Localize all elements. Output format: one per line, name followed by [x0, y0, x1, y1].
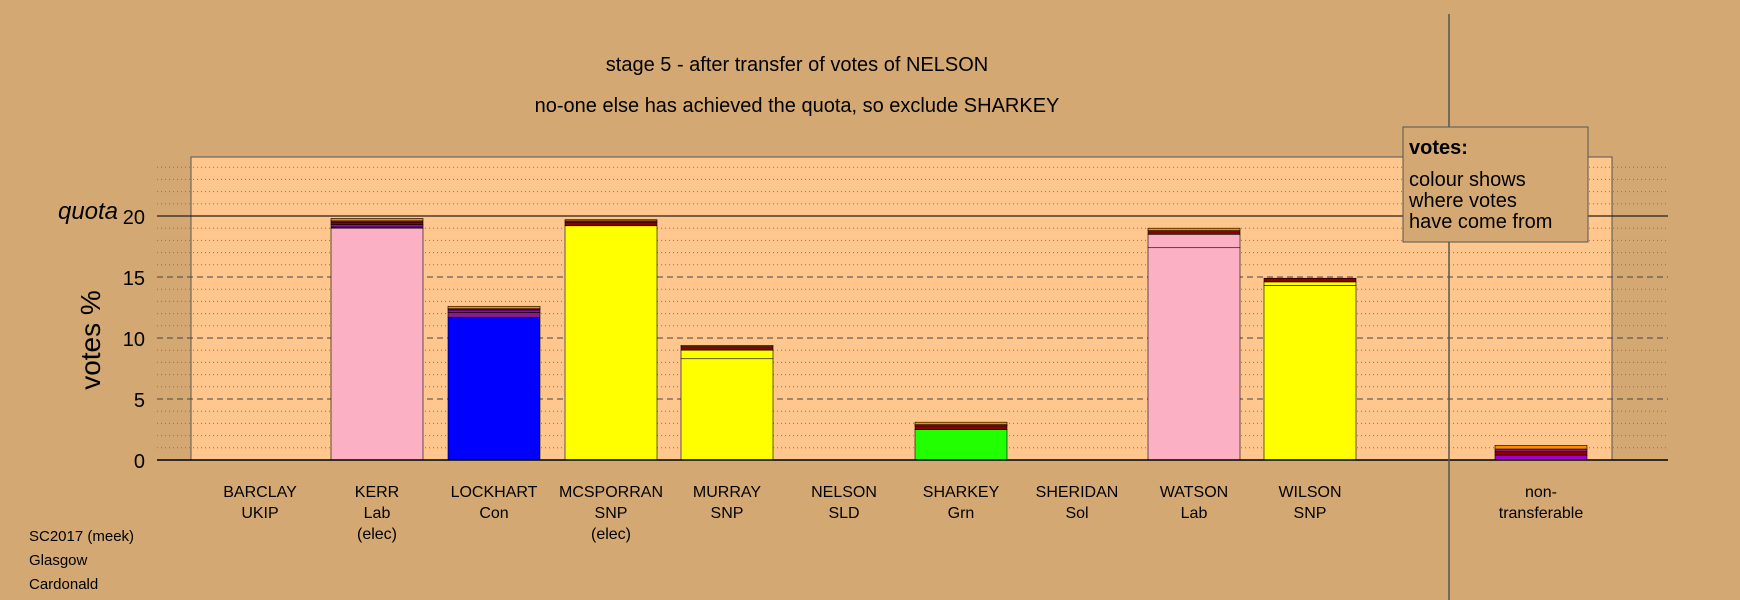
- plot-area: [190, 156, 1613, 461]
- x-tick-label: KERR: [355, 484, 399, 501]
- x-tick-label: UKIP: [241, 505, 278, 522]
- bar-segment: [447, 312, 541, 318]
- y-tick-label: 15: [123, 268, 145, 290]
- y-tick-label: 10: [123, 329, 145, 351]
- bar-segment: [564, 219, 658, 222]
- x-tick-label: MCSPORRAN: [559, 484, 663, 501]
- x-tick-label: NELSON: [811, 484, 877, 501]
- chart-title: stage 5 - after transfer of votes of NEL…: [606, 54, 988, 76]
- bar-segment: [1494, 448, 1588, 452]
- x-tick-label: SLD: [828, 505, 859, 522]
- x-tick-label: LOCKHART: [451, 484, 538, 501]
- bar-segment: [680, 349, 774, 360]
- legend-title: votes:: [1409, 137, 1468, 159]
- x-tick-label: SHARKEY: [923, 484, 1000, 501]
- bar-segment: [1494, 451, 1588, 456]
- x-tick-label: non-: [1525, 484, 1557, 501]
- bar-segment: [330, 227, 424, 461]
- footer-line-2: Glasgow: [29, 552, 88, 569]
- bar-segment: [914, 421, 1008, 425]
- bar-segment: [914, 429, 1008, 461]
- bar-segment: [1263, 277, 1357, 283]
- y-tick-label: 0: [134, 451, 145, 473]
- legend-line-2: where votes: [1408, 190, 1517, 212]
- chart-subtitle: no-one else has achieved the quota, so e…: [535, 95, 1060, 117]
- legend-line-1: colour shows: [1409, 169, 1526, 191]
- bar-segment: [330, 221, 424, 225]
- quota-label: quota: [58, 198, 118, 225]
- x-tick-label: SNP: [595, 505, 628, 522]
- x-tick-label: Grn: [948, 505, 975, 522]
- x-tick-label: SNP: [711, 505, 744, 522]
- y-tick-label: 20: [123, 207, 145, 229]
- bar-segment: [447, 305, 541, 310]
- x-tick-label: Sol: [1065, 505, 1088, 522]
- bar-segment: [680, 358, 774, 461]
- bar-segment: [1147, 234, 1241, 249]
- legend-line-3: have come from: [1409, 211, 1552, 233]
- bar-segment: [330, 218, 424, 222]
- bar-segment: [1147, 230, 1241, 235]
- bar-segment: [914, 425, 1008, 430]
- y-axis-label: votes %: [75, 290, 106, 390]
- x-tick-label: SNP: [1294, 505, 1327, 522]
- x-tick-label: WATSON: [1160, 484, 1228, 501]
- footer-line-1: SC2017 (meek): [29, 528, 134, 545]
- legend-box: [1402, 126, 1589, 243]
- bar-segment: [330, 224, 424, 228]
- bar-segment: [564, 221, 658, 227]
- bar-segment: [1494, 445, 1588, 450]
- x-tick-label: MURRAY: [693, 484, 761, 501]
- bar-segment: [680, 345, 774, 347]
- bar-segment: [1147, 247, 1241, 461]
- x-tick-label: (elec): [591, 526, 631, 543]
- x-tick-label: Con: [479, 505, 508, 522]
- x-tick-label: Lab: [1181, 505, 1208, 522]
- bar-segment: [1147, 227, 1241, 231]
- x-tick-label: BARCLAY: [223, 484, 297, 501]
- x-tick-label: Lab: [364, 505, 391, 522]
- x-tick-label: WILSON: [1278, 484, 1341, 501]
- x-tick-label: (elec): [357, 526, 397, 543]
- bar-segment: [447, 316, 541, 461]
- legend: votes: colour shows where votes have com…: [1402, 126, 1589, 243]
- bar-segment: [564, 225, 658, 461]
- x-tick-label: transferable: [1499, 505, 1584, 522]
- bar-segment: [1263, 285, 1357, 461]
- bar-segment: [680, 346, 774, 351]
- bar-segment: [1263, 281, 1357, 286]
- y-tick-label: 5: [134, 390, 145, 412]
- x-tick-label: SHERIDAN: [1036, 484, 1119, 501]
- footer-line-3: Cardonald: [29, 576, 98, 593]
- bar-segment: [447, 309, 541, 313]
